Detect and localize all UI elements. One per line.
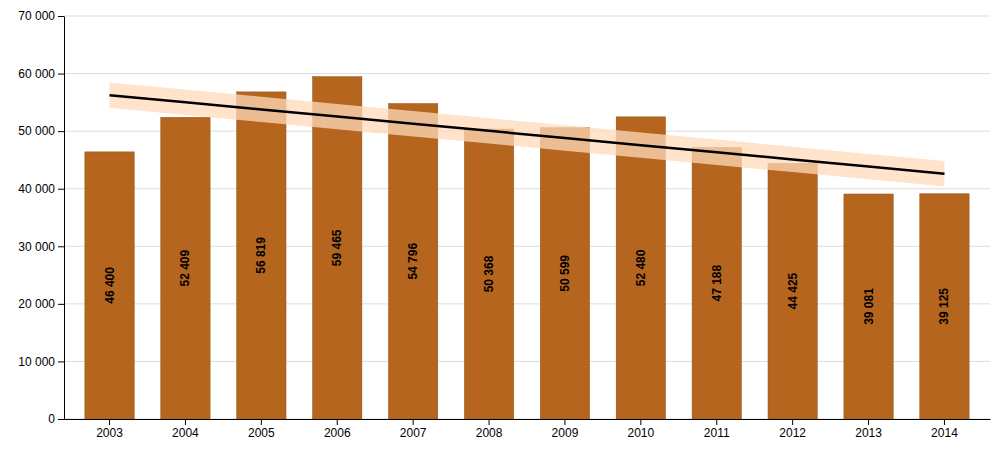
x-tick: 2005 — [248, 419, 275, 440]
data-label: 56 819 — [254, 237, 268, 274]
bar — [844, 194, 893, 419]
trend-line — [110, 95, 945, 174]
bar — [464, 129, 513, 419]
y-tick: 0 — [48, 412, 64, 426]
x-tick-label: 2014 — [931, 426, 958, 440]
bar — [920, 194, 969, 419]
y-tick-mark — [58, 304, 64, 305]
y-tick-label: 40 000 — [18, 182, 55, 196]
plot-area: 46 400 52 409 56 819 59 465 54 796 50 368 50 5… — [18, 9, 990, 439]
x-tick-mark — [261, 419, 262, 425]
y-tick-label: 30 000 — [18, 240, 55, 254]
y-tick-label: 50 000 — [18, 124, 55, 138]
grid-line — [64, 16, 990, 17]
data-label: 47 188 — [710, 264, 724, 301]
x-tick-mark — [868, 419, 869, 425]
y-tick: 50 000 — [18, 124, 64, 138]
x-tick: 2008 — [476, 419, 503, 440]
x-tick-mark — [413, 419, 414, 425]
x-tick-label: 2011 — [704, 426, 730, 440]
bar — [616, 117, 665, 419]
x-tick-label: 2009 — [552, 426, 579, 440]
x-tick: 2003 — [96, 419, 123, 440]
y-tick-mark — [58, 361, 64, 362]
x-axis: 2003 2004 2005 2006 2007 2008 2009 2010 2011 2012… — [65, 419, 991, 440]
y-tick-label: 10 000 — [18, 355, 55, 369]
x-tick-mark — [489, 419, 490, 425]
x-tick: 2006 — [324, 419, 351, 440]
x-tick-mark — [716, 419, 717, 425]
bars — [85, 77, 969, 419]
bar — [388, 104, 437, 419]
x-tick-label: 2008 — [476, 426, 503, 440]
y-tick-mark — [58, 189, 64, 190]
bar — [768, 163, 817, 419]
y-tick: 40 000 — [18, 182, 64, 196]
trend-band — [110, 82, 945, 186]
x-tick-mark — [337, 419, 338, 425]
x-tick: 2004 — [172, 419, 199, 440]
data-label: 50 368 — [482, 255, 496, 292]
chart: 46 400 52 409 56 819 59 465 54 796 50 368 50 5… — [0, 0, 1006, 451]
marks — [85, 77, 969, 419]
data-label: 50 599 — [558, 255, 572, 292]
x-tick-mark — [792, 419, 793, 425]
x-tick-label: 2006 — [324, 426, 351, 440]
data-label: 52 409 — [178, 249, 192, 286]
data-label: 39 081 — [862, 288, 876, 325]
x-tick-mark — [640, 419, 641, 425]
x-tick-label: 2005 — [248, 426, 275, 440]
y-axis: 0 10 000 20 000 30 000 40 000 50 000 60 000 70 … — [18, 9, 64, 426]
grid — [64, 16, 990, 419]
x-tick-mark — [944, 419, 945, 425]
bar — [161, 117, 210, 419]
y-tick-label: 20 000 — [18, 297, 55, 311]
x-tick-mark — [185, 419, 186, 425]
y-tick: 60 000 — [18, 67, 64, 81]
x-tick-label: 2013 — [855, 426, 882, 440]
y-tick: 10 000 — [18, 355, 64, 369]
data-labels: 46 400 52 409 56 819 59 465 54 796 50 368 50 5… — [103, 229, 952, 325]
y-tick-label: 70 000 — [18, 9, 55, 23]
x-tick-label: 2007 — [400, 426, 427, 440]
x-tick: 2007 — [400, 419, 427, 440]
data-label: 52 480 — [634, 249, 648, 286]
bar — [85, 152, 134, 419]
x-tick: 2012 — [779, 419, 806, 440]
x-tick-label: 2003 — [96, 426, 123, 440]
data-label: 44 425 — [786, 272, 800, 309]
x-tick: 2009 — [552, 419, 579, 440]
y-tick-mark — [58, 131, 64, 132]
bar — [237, 92, 286, 419]
y-tick-label: 0 — [48, 412, 55, 426]
x-tick-label: 2012 — [779, 426, 806, 440]
data-label: 59 465 — [330, 229, 344, 266]
y-tick-mark — [58, 16, 64, 17]
x-tick-label: 2004 — [172, 426, 199, 440]
x-tick: 2013 — [855, 419, 882, 440]
y-tick-label: 60 000 — [18, 67, 55, 81]
x-axis-line — [65, 419, 991, 420]
y-tick-mark — [58, 74, 64, 75]
y-tick-mark — [58, 246, 64, 247]
y-tick: 30 000 — [18, 240, 64, 254]
x-tick: 2010 — [628, 419, 655, 440]
data-label: 46 400 — [103, 267, 117, 304]
bar — [692, 147, 741, 419]
data-label: 54 796 — [406, 243, 420, 280]
x-tick-label: 2010 — [628, 426, 655, 440]
bar — [540, 128, 589, 419]
grid-line — [64, 73, 990, 74]
x-tick: 2011 — [704, 419, 730, 440]
x-tick: 2014 — [931, 419, 958, 440]
y-tick-mark — [58, 419, 64, 420]
x-tick-mark — [564, 419, 565, 425]
data-label: 39 125 — [937, 288, 951, 325]
y-axis-line — [64, 17, 65, 420]
x-tick-mark — [109, 419, 110, 425]
y-tick: 70 000 — [18, 9, 64, 23]
y-tick: 20 000 — [18, 297, 64, 311]
